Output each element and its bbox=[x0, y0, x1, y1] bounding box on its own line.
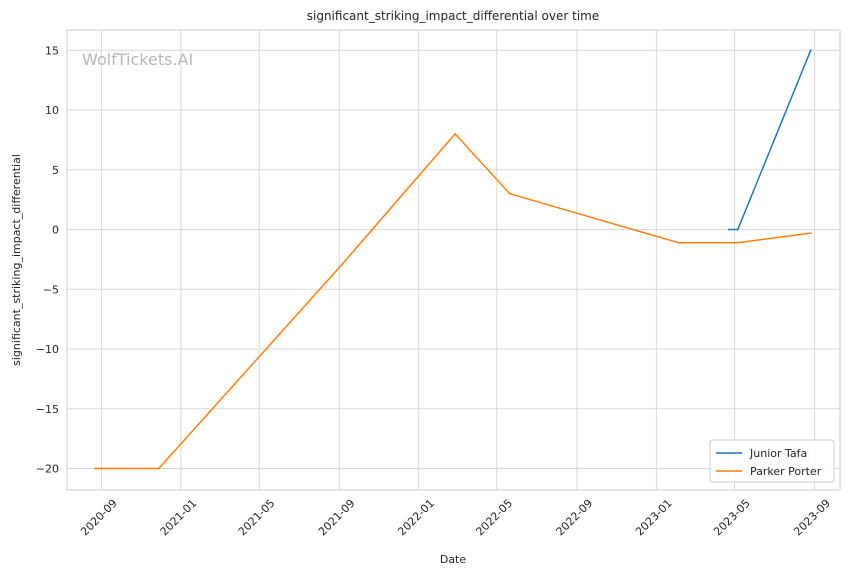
data-point-parker-porter bbox=[340, 264, 343, 267]
plot-area-frame bbox=[66, 29, 841, 491]
series-line-parker-porter bbox=[95, 133, 811, 470]
chart-title: significant_striking_impact_differential… bbox=[307, 9, 599, 23]
x-tick-label: 2020-09 bbox=[78, 497, 120, 539]
x-tick-label: 2021-05 bbox=[236, 497, 278, 539]
legend-label-junior-tafa: Junior Tafa bbox=[749, 447, 807, 460]
x-tick-label: 2023-01 bbox=[633, 497, 675, 539]
x-tick-label: 2023-05 bbox=[711, 497, 753, 539]
y-tick-label: −10 bbox=[36, 343, 59, 356]
y-tick-label: 10 bbox=[45, 104, 59, 117]
x-tick-label: 2022-01 bbox=[395, 497, 437, 539]
x-tick-label: 2021-01 bbox=[158, 497, 200, 539]
data-point-parker-porter bbox=[454, 133, 457, 135]
data-point-parker-porter bbox=[809, 232, 812, 235]
x-tick-label: 2022-09 bbox=[554, 497, 596, 539]
x-tick-label: 2023-09 bbox=[791, 497, 833, 539]
legend-label-parker-porter: Parker Porter bbox=[750, 465, 822, 478]
watermark: WolfTickets.AI bbox=[82, 50, 193, 69]
data-point-parker-porter bbox=[736, 241, 739, 244]
y-axis-title: significant_striking_impact_differential bbox=[10, 154, 23, 366]
y-tick-label: 5 bbox=[52, 164, 59, 177]
data-point-parker-porter bbox=[677, 241, 680, 244]
x-axis-ticks: 2020-09 2021-01 2021-05 2021-09 2022-01 2022-… bbox=[78, 497, 833, 539]
x-tick-label: 2022-05 bbox=[473, 497, 515, 539]
data-point-parker-porter bbox=[157, 467, 160, 470]
y-tick-label: −15 bbox=[36, 403, 59, 416]
series-lines bbox=[94, 49, 812, 470]
data-point-junior-tafa bbox=[727, 228, 730, 231]
data-point-junior-tafa bbox=[809, 49, 812, 52]
y-tick-label: −5 bbox=[43, 283, 59, 296]
data-point-junior-tafa bbox=[736, 228, 739, 231]
data-point-parker-porter bbox=[94, 467, 96, 470]
y-axis-ticks: 15 10 5 0 −5 −10 −15 −20 bbox=[36, 44, 59, 475]
x-tick-label: 2021-09 bbox=[316, 497, 358, 539]
data-point-parker-porter bbox=[508, 192, 511, 195]
x-axis-title: Date bbox=[440, 553, 467, 566]
grid bbox=[67, 30, 840, 490]
legend: Junior Tafa Parker Porter bbox=[709, 439, 835, 483]
y-tick-label: −20 bbox=[36, 462, 59, 475]
series-line-junior-tafa bbox=[728, 50, 812, 231]
y-tick-label: 15 bbox=[45, 44, 59, 57]
y-tick-label: 0 bbox=[52, 224, 59, 237]
